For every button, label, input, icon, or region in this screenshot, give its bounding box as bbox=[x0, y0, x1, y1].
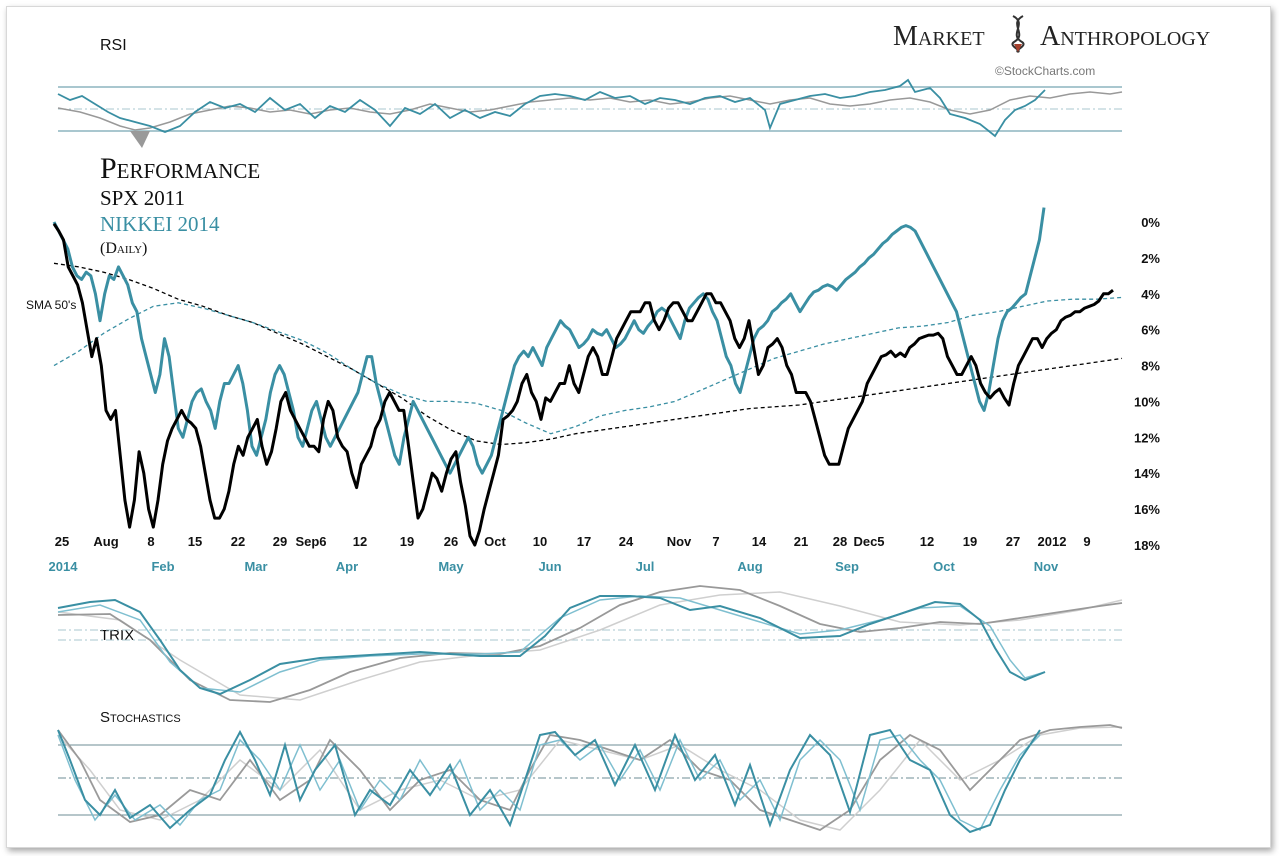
main-title: Performance bbox=[100, 152, 260, 185]
y-tick-label: 8% bbox=[1141, 359, 1160, 374]
y-axis: 0% 2% 4% 6% 8% 10% 12% 14% 16% 18% bbox=[1134, 215, 1160, 553]
x-tick-label-spx: 22 bbox=[231, 534, 245, 549]
x-axis-spx-dates: 25 Aug 8 15 22 29 Sep6 12 19 26 Oct 10 17 24 Nov 7 14 21 2… bbox=[55, 534, 1091, 549]
trix-gray-signal bbox=[57, 591, 1123, 701]
x-tick-label-nikkei: Sep bbox=[835, 559, 859, 574]
x-tick-label-spx: 25 bbox=[55, 534, 69, 549]
x-tick-label-spx: 27 bbox=[1006, 534, 1020, 549]
x-tick-label-spx: 14 bbox=[752, 534, 767, 549]
x-tick-label-spx: 9 bbox=[1083, 534, 1090, 549]
series-line-spx-2011 bbox=[52, 222, 1114, 547]
x-tick-label-spx: 17 bbox=[577, 534, 591, 549]
trix-teal-signal bbox=[57, 595, 1046, 693]
y-tick-label: 18% bbox=[1134, 538, 1160, 553]
y-tick-label: 12% bbox=[1134, 430, 1160, 445]
x-tick-label-nikkei: Nov bbox=[1034, 559, 1059, 574]
series-line-sma-50-spx-2011- bbox=[53, 262, 1123, 446]
y-tick-label: 4% bbox=[1141, 287, 1160, 302]
x-tick-label-nikkei: Jun bbox=[538, 559, 561, 574]
x-tick-label-spx: 8 bbox=[147, 534, 154, 549]
legend-nikkei: NIKKEI 2014 bbox=[100, 212, 220, 236]
x-tick-label-nikkei: Mar bbox=[244, 559, 267, 574]
y-tick-label: 10% bbox=[1134, 394, 1160, 409]
brand-name-left: Market bbox=[893, 21, 985, 52]
stochastics-panel bbox=[57, 724, 1123, 834]
x-tick-label-nikkei: Oct bbox=[933, 559, 955, 574]
x-tick-label-spx: 19 bbox=[963, 534, 977, 549]
x-tick-label-spx: 12 bbox=[353, 534, 367, 549]
rsi-panel bbox=[57, 78, 1123, 148]
rsi-oversold-marker bbox=[130, 131, 150, 148]
x-tick-label-spx: 12 bbox=[920, 534, 934, 549]
x-tick-label-spx: 26 bbox=[444, 534, 458, 549]
legend-frequency: (Daily) bbox=[100, 240, 147, 257]
x-tick-label-nikkei: 2014 bbox=[49, 559, 79, 574]
y-tick-label: 2% bbox=[1141, 251, 1160, 266]
stoch-teal-slow bbox=[57, 734, 1041, 832]
trix-gray-line bbox=[57, 585, 1123, 703]
stockcharts-credit: ©StockCharts.com bbox=[995, 64, 1095, 78]
stoch-gray-fast bbox=[57, 724, 1123, 831]
x-tick-label-spx: 24 bbox=[619, 534, 634, 549]
stoch-gray-slow bbox=[57, 726, 1123, 831]
x-tick-label-nikkei: Jul bbox=[636, 559, 655, 574]
dna-helix-icon bbox=[1011, 15, 1025, 53]
legend-spx: SPX 2011 bbox=[100, 186, 185, 210]
x-tick-label-spx: 10 bbox=[533, 534, 547, 549]
brand-name-right: Anthropology bbox=[1040, 21, 1210, 52]
x-tick-label-nikkei: Apr bbox=[336, 559, 358, 574]
x-tick-label-nikkei: May bbox=[438, 559, 464, 574]
x-tick-label-spx: 21 bbox=[794, 534, 808, 549]
series-line-nikkei-2014 bbox=[52, 207, 1046, 475]
x-tick-label-spx: 19 bbox=[400, 534, 414, 549]
x-tick-label-spx: 29 bbox=[273, 534, 287, 549]
y-tick-label: 6% bbox=[1141, 323, 1160, 338]
x-axis-nikkei-dates: 2014 Feb Mar Apr May Jun Jul Aug Sep Oct Nov bbox=[49, 559, 1060, 574]
x-tick-label-spx: Sep6 bbox=[295, 534, 326, 549]
x-tick-label-spx: 7 bbox=[712, 534, 719, 549]
x-tick-label-spx: 2012 bbox=[1038, 534, 1067, 549]
trix-panel bbox=[57, 585, 1123, 703]
x-tick-label-nikkei: Aug bbox=[737, 559, 762, 574]
rsi-teal-line bbox=[57, 78, 1046, 138]
x-tick-label-spx: Oct bbox=[484, 534, 506, 549]
stoch-teal-fast bbox=[57, 728, 1041, 834]
rsi-label: RSI bbox=[100, 37, 127, 54]
x-tick-label-spx: 15 bbox=[188, 534, 202, 549]
sma-label: SMA 50's bbox=[26, 298, 76, 312]
y-tick-label: 14% bbox=[1134, 466, 1160, 481]
x-tick-label-spx: Nov bbox=[667, 534, 692, 549]
trix-teal-line bbox=[57, 595, 1046, 696]
x-tick-label-nikkei: Feb bbox=[151, 559, 174, 574]
series-line-sma-50-nikkei-2014- bbox=[53, 296, 1123, 435]
x-tick-label-spx: Aug bbox=[93, 534, 118, 549]
stochastics-label: Stochastics bbox=[100, 709, 181, 726]
y-tick-label: 16% bbox=[1134, 502, 1160, 517]
performance-plot bbox=[52, 207, 1123, 547]
x-tick-label-spx: 28 bbox=[833, 534, 847, 549]
y-tick-label: 0% bbox=[1141, 215, 1160, 230]
x-tick-label-spx: Dec5 bbox=[853, 534, 884, 549]
